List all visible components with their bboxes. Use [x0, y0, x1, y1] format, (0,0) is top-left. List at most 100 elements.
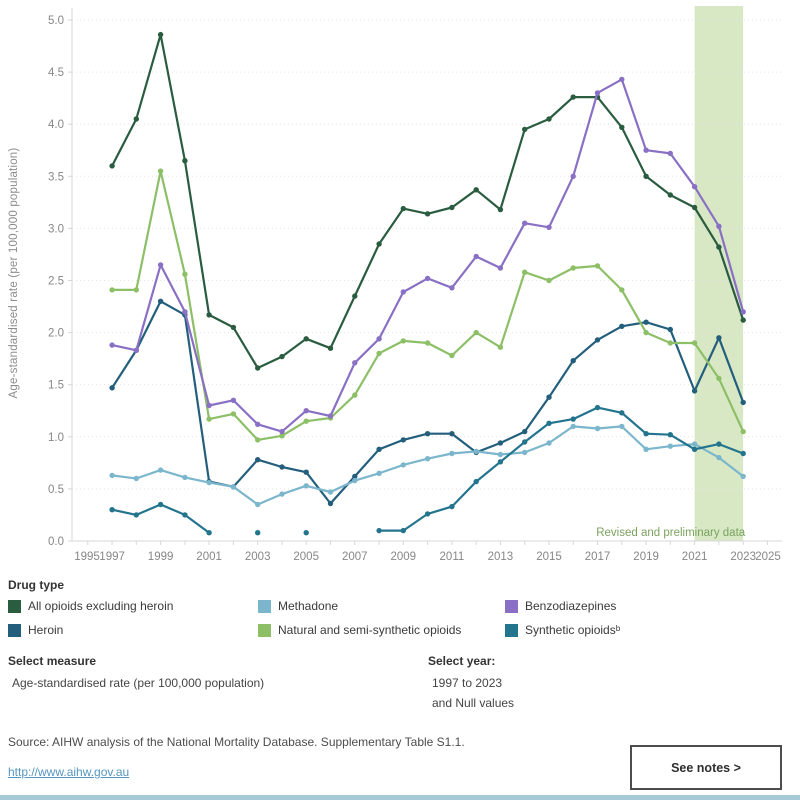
data-point-benzodiazepines[interactable]: [473, 253, 479, 260]
data-point-benzodiazepines[interactable]: [497, 265, 504, 271]
data-point-all-opioids-excluding-heroin[interactable]: [691, 204, 698, 211]
data-point-all-opioids-excluding-heroin[interactable]: [473, 187, 479, 193]
data-point-heroin[interactable]: [352, 473, 358, 480]
data-point-benzodiazepines[interactable]: [182, 309, 188, 315]
data-point-natural-and-semi-synthetic-opioids[interactable]: [133, 287, 139, 293]
data-point-benzodiazepines[interactable]: [449, 285, 455, 291]
data-point-synthetic-opioids[interactable]: [716, 441, 722, 447]
data-point-natural-and-semi-synthetic-opioids[interactable]: [255, 437, 261, 443]
legend-item-all-opioids-excluding-heroin[interactable]: All opioids excluding heroin: [8, 598, 173, 614]
data-point-all-opioids-excluding-heroin[interactable]: [740, 317, 746, 323]
data-point-synthetic-opioids[interactable]: [400, 527, 406, 534]
data-point-all-opioids-excluding-heroin[interactable]: [424, 211, 431, 217]
legend-item-heroin[interactable]: Heroin: [8, 622, 63, 638]
data-point-natural-and-semi-synthetic-opioids[interactable]: [182, 271, 188, 277]
data-point-synthetic-opioids[interactable]: [740, 450, 746, 457]
data-point-synthetic-opioids[interactable]: [449, 503, 455, 510]
data-point-natural-and-semi-synthetic-opioids[interactable]: [230, 411, 237, 417]
data-point-methadone[interactable]: [449, 450, 455, 457]
data-point-natural-and-semi-synthetic-opioids[interactable]: [691, 340, 698, 346]
data-point-benzodiazepines[interactable]: [279, 428, 285, 435]
data-point-natural-and-semi-synthetic-opioids[interactable]: [716, 375, 722, 382]
data-point-all-opioids-excluding-heroin[interactable]: [497, 206, 504, 213]
data-point-methadone[interactable]: [109, 472, 115, 479]
data-point-benzodiazepines[interactable]: [230, 397, 237, 403]
data-point-heroin[interactable]: [570, 358, 576, 364]
data-point-synthetic-opioids[interactable]: [473, 478, 479, 485]
data-point-benzodiazepines[interactable]: [303, 408, 309, 414]
data-point-natural-and-semi-synthetic-opioids[interactable]: [376, 350, 382, 357]
data-point-natural-and-semi-synthetic-opioids[interactable]: [157, 168, 164, 174]
data-point-heroin[interactable]: [497, 440, 504, 446]
data-point-natural-and-semi-synthetic-opioids[interactable]: [546, 277, 552, 284]
data-point-synthetic-opioids[interactable]: [619, 410, 625, 416]
data-point-methadone[interactable]: [157, 467, 164, 473]
data-point-heroin[interactable]: [667, 326, 673, 333]
data-point-heroin[interactable]: [740, 399, 746, 406]
data-point-all-opioids-excluding-heroin[interactable]: [546, 116, 552, 122]
select-measure-value[interactable]: Age-standardised rate (per 100,000 popul…: [12, 676, 265, 690]
data-point-methadone[interactable]: [376, 470, 382, 476]
data-point-natural-and-semi-synthetic-opioids[interactable]: [400, 338, 406, 344]
data-point-synthetic-opioids[interactable]: [424, 511, 431, 517]
data-point-benzodiazepines[interactable]: [376, 336, 382, 342]
data-point-all-opioids-excluding-heroin[interactable]: [716, 244, 722, 250]
data-point-natural-and-semi-synthetic-opioids[interactable]: [303, 418, 309, 424]
data-point-synthetic-opioids[interactable]: [522, 439, 528, 445]
data-point-all-opioids-excluding-heroin[interactable]: [303, 336, 309, 342]
data-point-synthetic-opioids[interactable]: [594, 404, 601, 411]
data-point-methadone[interactable]: [570, 423, 576, 430]
data-point-synthetic-opioids[interactable]: [157, 501, 164, 508]
data-point-heroin[interactable]: [279, 464, 285, 470]
data-point-methadone[interactable]: [740, 473, 746, 480]
data-point-benzodiazepines[interactable]: [667, 150, 673, 157]
data-point-methadone[interactable]: [206, 479, 212, 486]
select-year-value[interactable]: 1997 to 2023: [432, 676, 503, 690]
data-point-synthetic-opioids[interactable]: [691, 446, 698, 452]
data-point-benzodiazepines[interactable]: [109, 342, 115, 348]
data-point-benzodiazepines[interactable]: [691, 184, 698, 190]
legend-item-synthetic-opioids[interactable]: Synthetic opioidsᵇ: [505, 622, 620, 638]
legend-item-benzodiazepines[interactable]: Benzodiazepines: [505, 598, 616, 614]
data-point-synthetic-opioids[interactable]: [667, 432, 673, 438]
data-point-benzodiazepines[interactable]: [740, 309, 746, 315]
data-point-natural-and-semi-synthetic-opioids[interactable]: [643, 329, 649, 336]
data-point-methadone[interactable]: [546, 440, 552, 446]
data-point-methadone[interactable]: [424, 456, 431, 462]
data-point-synthetic-opioids[interactable]: [303, 530, 309, 536]
data-point-heroin[interactable]: [619, 323, 625, 329]
data-point-synthetic-opioids[interactable]: [109, 507, 115, 513]
data-point-methadone[interactable]: [400, 462, 406, 468]
data-point-synthetic-opioids[interactable]: [255, 530, 261, 536]
data-point-methadone[interactable]: [230, 484, 237, 490]
data-point-synthetic-opioids[interactable]: [546, 420, 552, 426]
data-point-all-opioids-excluding-heroin[interactable]: [643, 173, 649, 179]
data-point-natural-and-semi-synthetic-opioids[interactable]: [109, 287, 115, 293]
data-point-heroin[interactable]: [327, 500, 334, 507]
data-point-all-opioids-excluding-heroin[interactable]: [133, 116, 139, 122]
data-point-synthetic-opioids[interactable]: [497, 459, 504, 465]
data-point-methadone[interactable]: [716, 454, 722, 461]
data-point-all-opioids-excluding-heroin[interactable]: [109, 163, 115, 169]
data-point-all-opioids-excluding-heroin[interactable]: [182, 158, 188, 164]
data-point-synthetic-opioids[interactable]: [182, 512, 188, 518]
data-point-methadone[interactable]: [619, 423, 625, 430]
data-point-benzodiazepines[interactable]: [352, 360, 358, 366]
data-point-natural-and-semi-synthetic-opioids[interactable]: [570, 265, 576, 271]
data-point-all-opioids-excluding-heroin[interactable]: [279, 353, 285, 360]
data-point-benzodiazepines[interactable]: [570, 173, 576, 179]
data-point-all-opioids-excluding-heroin[interactable]: [449, 204, 455, 211]
data-point-heroin[interactable]: [400, 437, 406, 443]
data-point-natural-and-semi-synthetic-opioids[interactable]: [522, 269, 528, 275]
data-point-benzodiazepines[interactable]: [619, 76, 625, 83]
data-point-benzodiazepines[interactable]: [255, 421, 261, 427]
aihw-website-link[interactable]: http://www.aihw.gov.au: [8, 765, 130, 779]
data-point-all-opioids-excluding-heroin[interactable]: [255, 365, 261, 371]
data-point-methadone[interactable]: [327, 489, 334, 495]
data-point-natural-and-semi-synthetic-opioids[interactable]: [667, 340, 673, 346]
data-point-benzodiazepines[interactable]: [400, 289, 406, 295]
data-point-methadone[interactable]: [255, 501, 261, 508]
data-point-all-opioids-excluding-heroin[interactable]: [206, 312, 212, 318]
data-point-all-opioids-excluding-heroin[interactable]: [327, 345, 334, 351]
data-point-heroin[interactable]: [522, 428, 528, 435]
